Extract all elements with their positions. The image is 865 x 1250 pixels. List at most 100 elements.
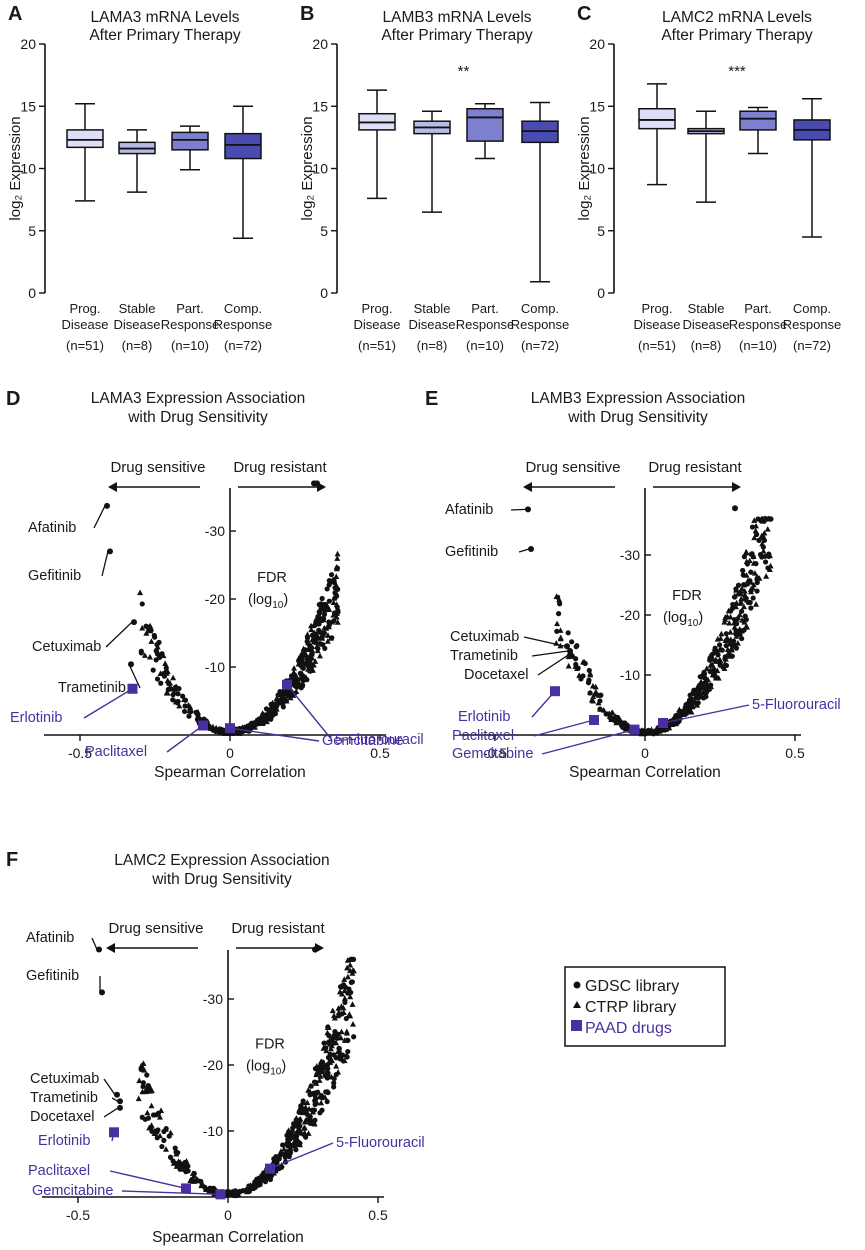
ctrp-point bbox=[325, 1024, 332, 1030]
ctrp-point bbox=[344, 964, 351, 971]
gdsc-point bbox=[167, 1154, 174, 1160]
ctrp-point bbox=[321, 1062, 328, 1068]
ctrp-point bbox=[290, 669, 297, 675]
gdsc-point bbox=[154, 642, 160, 648]
drug-sensitive-label: Drug sensitive bbox=[525, 459, 620, 476]
gdsc-point bbox=[296, 658, 302, 664]
gdsc-point bbox=[314, 480, 320, 487]
gdsc-point bbox=[709, 651, 715, 657]
gdsc-point bbox=[149, 1128, 155, 1134]
gdsc-point bbox=[182, 697, 189, 703]
drug-label: Trametinib bbox=[58, 680, 126, 696]
ctrp-point bbox=[753, 601, 760, 607]
fdr-unit-sub: 10 bbox=[687, 618, 699, 629]
ctrp-point bbox=[292, 672, 299, 678]
labeled-drug-afatinib: Afatinib bbox=[28, 502, 110, 536]
category-label: Disease bbox=[634, 317, 681, 332]
gdsc-point bbox=[343, 1015, 349, 1022]
y-tick-label: 0 bbox=[28, 285, 36, 301]
ctrp-point bbox=[313, 1099, 320, 1106]
ctrp-point bbox=[341, 1057, 348, 1064]
ctrp-point bbox=[295, 1125, 302, 1132]
gdsc-point bbox=[114, 1091, 120, 1098]
chart-title: LAMB3 Expression Association bbox=[531, 390, 746, 407]
gdsc-point bbox=[332, 585, 338, 591]
ctrp-point bbox=[764, 526, 771, 532]
gdsc-point bbox=[150, 1112, 157, 1118]
gdsc-point bbox=[350, 956, 356, 963]
leader-line bbox=[523, 636, 566, 647]
arrow-head bbox=[108, 482, 117, 492]
gdsc-point bbox=[295, 1141, 301, 1147]
gdsc-point bbox=[294, 1120, 300, 1126]
y-tick-label: 10 bbox=[312, 161, 328, 177]
ctrp-point bbox=[162, 666, 169, 673]
gdsc-point bbox=[187, 707, 193, 713]
ctrp-point bbox=[318, 1099, 325, 1106]
box-group: Prog.Disease (n=51) bbox=[634, 83, 681, 353]
ctrp-point bbox=[141, 652, 148, 658]
ctrp-point bbox=[187, 1177, 194, 1183]
ctrp-point bbox=[311, 1120, 318, 1127]
gdsc-point bbox=[598, 692, 604, 698]
ctrp-point bbox=[760, 547, 767, 554]
drug-cloud bbox=[137, 480, 341, 737]
ctrp-point bbox=[723, 636, 730, 643]
gdsc-point bbox=[683, 709, 689, 715]
ctrp-point bbox=[291, 665, 298, 671]
ctrp-point bbox=[758, 532, 765, 539]
gdsc-point bbox=[309, 645, 315, 651]
gdsc-point bbox=[740, 572, 746, 578]
ctrp-point bbox=[731, 624, 738, 630]
gdsc-point bbox=[737, 589, 743, 595]
ctrp-point bbox=[301, 1131, 308, 1137]
leader-line bbox=[91, 937, 98, 950]
ctrp-point bbox=[308, 626, 315, 633]
ctrp-point bbox=[712, 656, 719, 663]
ctrp-point bbox=[680, 711, 687, 717]
category-label: (n=10) bbox=[739, 338, 777, 353]
gdsc-point bbox=[152, 634, 158, 640]
ctrp-point bbox=[751, 534, 758, 541]
gdsc-point bbox=[314, 621, 320, 627]
drug-label: Afatinib bbox=[26, 930, 74, 946]
gdsc-point bbox=[300, 1098, 306, 1104]
gdsc-point bbox=[331, 1076, 337, 1082]
ctrp-point bbox=[709, 671, 716, 678]
ctrp-point bbox=[328, 618, 335, 625]
ctrp-point bbox=[307, 652, 314, 658]
chart-subtitle: with Drug Sensitivity bbox=[567, 409, 708, 426]
box bbox=[466, 107, 504, 142]
x-tick-label: 0.5 bbox=[370, 745, 390, 761]
ctrp-point bbox=[761, 529, 768, 536]
gdsc-point bbox=[186, 713, 192, 719]
ctrp-point bbox=[167, 1129, 174, 1136]
gdsc-point bbox=[144, 1072, 150, 1078]
y-tick-label: 15 bbox=[312, 98, 328, 114]
drug-label: Trametinib bbox=[450, 648, 518, 664]
gdsc-point bbox=[337, 984, 344, 990]
labeled-drug-cetuximab: Cetuximab bbox=[32, 619, 137, 655]
paad-drug-5-fluorouracil: 5-Fluorouracil bbox=[282, 679, 424, 748]
ctrp-point bbox=[333, 564, 340, 570]
ctrp-point bbox=[269, 699, 276, 706]
gdsc-point bbox=[276, 1156, 282, 1162]
leader-line bbox=[518, 548, 530, 553]
paad-drug-gemcitabine: Gemcitabine bbox=[32, 1183, 226, 1200]
y-tick-label: 0 bbox=[320, 285, 328, 301]
fdr-unit-open: (log bbox=[246, 1059, 270, 1075]
ctrp-point bbox=[328, 1042, 335, 1049]
gdsc-point bbox=[140, 1080, 146, 1086]
ctrp-point bbox=[321, 624, 328, 631]
gdsc-point bbox=[317, 609, 323, 616]
ctrp-point bbox=[718, 630, 725, 637]
ctrp-point bbox=[173, 1150, 180, 1157]
arrow-head bbox=[732, 482, 741, 492]
ctrp-point bbox=[194, 708, 201, 715]
ctrp-point bbox=[590, 693, 597, 700]
gdsc-point bbox=[564, 643, 570, 650]
ctrp-point bbox=[198, 1182, 205, 1189]
box-group: Comp.Response (n=72) bbox=[783, 98, 841, 353]
gdsc-point bbox=[586, 667, 592, 674]
